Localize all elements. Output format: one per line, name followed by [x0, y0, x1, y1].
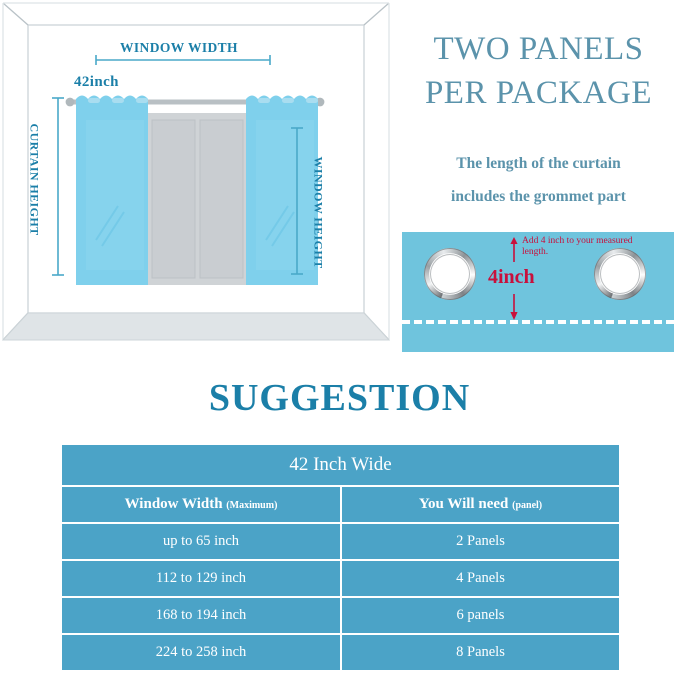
cell-panels: 6 panels	[342, 598, 619, 633]
hem-dashed-line	[402, 320, 674, 324]
header-you-will-need: You Will need (panel)	[342, 487, 619, 522]
curtain-measurement-diagram: WINDOW WIDTH 42inch CURTAIN HEIGHT WINDO…	[0, 0, 392, 366]
table-row: 112 to 129 inch 4 Panels	[62, 561, 619, 596]
subtext-line-1: The length of the curtain	[456, 155, 621, 172]
curtain-height-dimension	[52, 97, 64, 276]
grommet-ring-icon	[424, 248, 476, 300]
headline-block: TWO PANELS PER PACKAGE	[398, 28, 679, 115]
headline-title: TWO PANELS PER PACKAGE	[398, 28, 679, 115]
header-window-width-note: (Maximum)	[226, 500, 278, 511]
subtext-block: The length of the curtain includes the g…	[398, 155, 679, 220]
suggestion-table: 42 Inch Wide Window Width (Maximum) You …	[62, 443, 619, 672]
header-window-width: Window Width (Maximum)	[62, 487, 342, 522]
subtext-line-2: includes the grommet part	[451, 187, 626, 205]
headline-line-2: PER PACKAGE	[424, 74, 653, 111]
window-width-label: WINDOW WIDTH	[120, 40, 238, 55]
window-width-dimension	[95, 55, 271, 65]
table-title-row: 42 Inch Wide	[62, 445, 619, 485]
header-you-will-need-note: (panel)	[512, 500, 543, 511]
curtain-height-label: CURTAIN HEIGHT	[27, 123, 42, 236]
cell-window-width: 168 to 194 inch	[62, 598, 342, 633]
cell-window-width: up to 65 inch	[62, 524, 342, 559]
four-inch-label: 4inch	[488, 266, 535, 288]
header-you-will-need-main: You Will need	[418, 496, 513, 512]
cell-window-width: 112 to 129 inch	[62, 561, 342, 596]
window-height-dimension	[291, 127, 303, 275]
window-height-label: WINDOW HEIGHT	[311, 156, 326, 269]
table-row: 168 to 194 inch 6 panels	[62, 598, 619, 633]
table-title-cell: 42 Inch Wide	[62, 445, 619, 485]
cell-window-width: 224 to 258 inch	[62, 635, 342, 670]
grommet-ring-icon	[594, 248, 646, 300]
room-perspective-illustration	[1, 2, 391, 341]
cell-panels: 8 Panels	[342, 635, 619, 670]
headline-line-1: TWO PANELS	[433, 31, 644, 67]
add-length-note: Add 4 inch to your measured length.	[522, 236, 633, 258]
table-header-row: Window Width (Maximum) You Will need (pa…	[62, 487, 619, 522]
grommet-measure-arrows	[510, 237, 518, 320]
right-curtain-panel	[246, 95, 318, 285]
cell-panels: 2 Panels	[342, 524, 619, 559]
cell-panels: 4 Panels	[342, 561, 619, 596]
grommet-detail-illustration: Add 4 inch to your measured length. 4inc…	[402, 232, 674, 352]
table-row: up to 65 inch 2 Panels	[62, 524, 619, 559]
suggestion-title: SUGGESTION	[208, 377, 471, 419]
left-curtain-panel	[76, 95, 148, 285]
panel-width-label: 42inch	[74, 74, 119, 90]
table-row: 224 to 258 inch 8 Panels	[62, 635, 619, 670]
header-window-width-main: Window Width	[124, 496, 227, 512]
